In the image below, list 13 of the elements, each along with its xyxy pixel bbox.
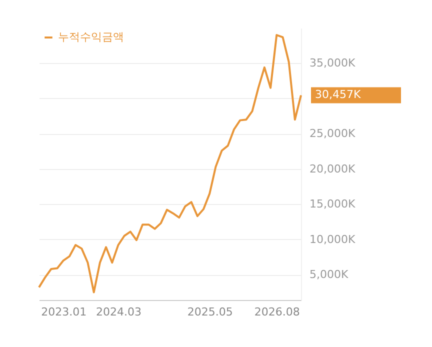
x-tick-label: 2024.03 <box>96 306 142 318</box>
y-tick-label: 15,000K <box>310 198 356 211</box>
text: 30,457K <box>315 88 362 102</box>
x-tick-label: 2026.08 <box>254 306 300 318</box>
y-tick-label: 5,000K <box>310 268 349 282</box>
y-tick-label: 25,000K <box>310 127 356 140</box>
x-tick-label: 2023.01 <box>41 306 87 318</box>
line-series <box>38 34 302 294</box>
x-tick-label: 2025.05 <box>187 306 233 318</box>
y-tick-label: 35,000K <box>310 56 356 70</box>
y-tick-label: 10,000K <box>310 232 356 246</box>
legend-label: 누적수익금액 <box>58 30 124 44</box>
y-tick-label: 20,000K <box>310 162 356 176</box>
